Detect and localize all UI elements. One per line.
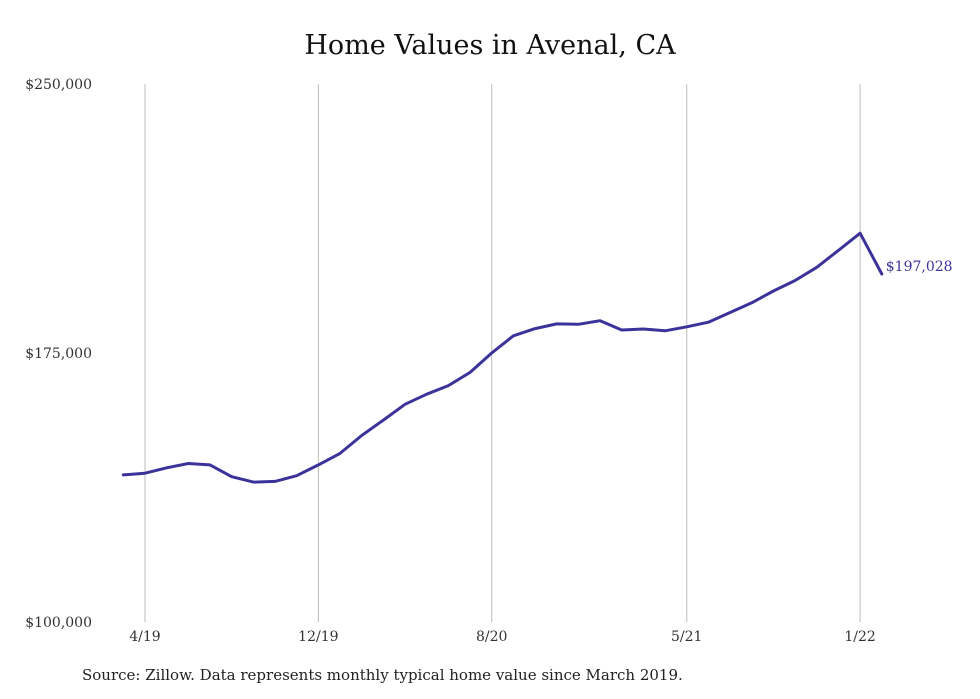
grid-lines	[144, 84, 861, 622]
end-value-label: $197,028	[886, 259, 953, 275]
y-tick-label: $100,000	[25, 615, 92, 631]
y-axis-ticks: $250,000 $175,000 $100,000	[25, 77, 92, 631]
y-tick-label: $250,000	[25, 77, 92, 93]
x-tick-label: 12/19	[298, 629, 338, 645]
x-tick-label: 4/19	[129, 629, 160, 645]
x-tick-label: 1/22	[844, 629, 875, 645]
x-axis-ticks: 4/19 12/19 8/20 5/21 1/22	[129, 629, 876, 645]
source-caption: Source: Zillow. Data represents monthly …	[82, 666, 683, 684]
x-tick-label: 8/20	[476, 629, 507, 645]
series-layer	[121, 231, 884, 484]
series-line	[121, 231, 884, 484]
chart-title: Home Values in Avenal, CA	[304, 30, 676, 61]
line-chart: $250,000 $175,000 $100,000 4/19 12/19 8/20 5/…	[25, 77, 953, 645]
label-layer: $197,028	[886, 259, 953, 275]
y-tick-label: $175,000	[25, 346, 92, 362]
x-tick-label: 5/21	[671, 629, 702, 645]
